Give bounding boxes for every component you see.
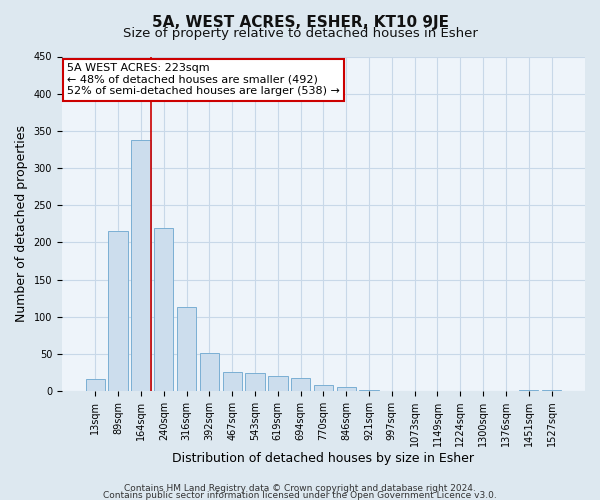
Y-axis label: Number of detached properties: Number of detached properties bbox=[15, 126, 28, 322]
Text: 5A WEST ACRES: 223sqm
← 48% of detached houses are smaller (492)
52% of semi-det: 5A WEST ACRES: 223sqm ← 48% of detached … bbox=[67, 63, 340, 96]
Bar bbox=[314, 385, 333, 391]
Bar bbox=[154, 228, 173, 391]
Bar bbox=[223, 372, 242, 391]
Text: Contains public sector information licensed under the Open Government Licence v3: Contains public sector information licen… bbox=[103, 491, 497, 500]
Bar bbox=[337, 388, 356, 391]
Bar bbox=[268, 376, 287, 391]
Text: Size of property relative to detached houses in Esher: Size of property relative to detached ho… bbox=[122, 28, 478, 40]
Bar bbox=[86, 379, 105, 391]
Bar bbox=[200, 353, 219, 391]
Bar bbox=[542, 390, 561, 391]
Bar bbox=[131, 140, 151, 391]
Text: 5A, WEST ACRES, ESHER, KT10 9JE: 5A, WEST ACRES, ESHER, KT10 9JE bbox=[151, 15, 449, 30]
X-axis label: Distribution of detached houses by size in Esher: Distribution of detached houses by size … bbox=[172, 452, 475, 465]
Bar bbox=[519, 390, 538, 391]
Bar bbox=[109, 231, 128, 391]
Text: Contains HM Land Registry data © Crown copyright and database right 2024.: Contains HM Land Registry data © Crown c… bbox=[124, 484, 476, 493]
Bar bbox=[177, 307, 196, 391]
Bar bbox=[291, 378, 310, 391]
Bar bbox=[359, 390, 379, 391]
Bar bbox=[245, 372, 265, 391]
